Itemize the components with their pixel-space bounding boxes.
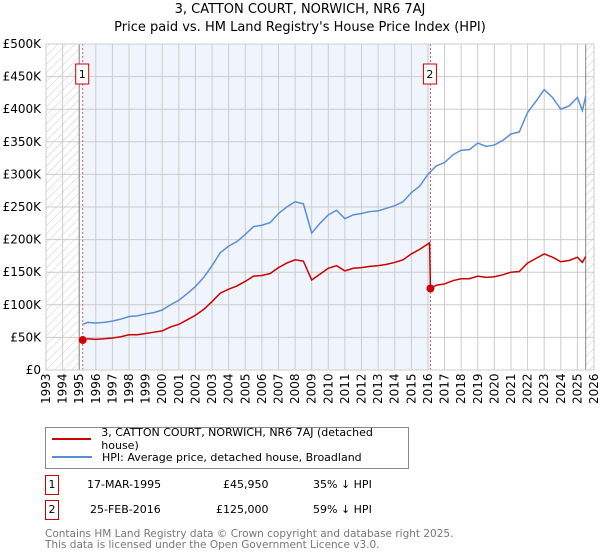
x-tick-label: 1994 xyxy=(56,373,70,404)
series-line xyxy=(82,241,587,341)
x-tick-label: 2026 xyxy=(587,373,600,404)
x-tick-label: 2011 xyxy=(338,373,352,404)
transaction-price: £45,950 xyxy=(223,478,269,491)
sale-marker-badge xyxy=(422,63,437,85)
x-tick-label: 2020 xyxy=(487,373,501,404)
transaction-date: 25-FEB-2016 xyxy=(90,503,161,516)
x-tick-label: 2022 xyxy=(521,373,535,404)
x-tick-label: 2015 xyxy=(404,373,418,404)
x-tick-label: 1993 xyxy=(39,373,53,404)
x-tick-label: 1997 xyxy=(105,373,119,404)
sale-point xyxy=(78,336,87,345)
y-tick-label: £150K xyxy=(3,265,43,279)
plot-border xyxy=(45,43,595,371)
x-tick-label: 2000 xyxy=(155,373,169,404)
legend-red-swatch xyxy=(52,438,92,440)
transaction-hpi: 59% ↓ HPI xyxy=(313,503,372,516)
x-tick-label: 1998 xyxy=(122,373,136,404)
sale-marker-label: 1 xyxy=(79,68,86,81)
chart-title: 3, CATTON COURT, NORWICH, NR6 7AJ xyxy=(174,2,426,17)
y-tick-label: £300K xyxy=(3,167,43,181)
x-tick-label: 2010 xyxy=(321,373,335,404)
x-tick-label: 2013 xyxy=(371,373,385,404)
footer: Contains HM Land Registry data © Crown c… xyxy=(45,529,453,551)
transaction-row: 2 25-FEB-2016 £125,000 59% ↓ HPI xyxy=(45,500,445,520)
sale-marker-label: 2 xyxy=(426,68,433,81)
x-tick-label: 2007 xyxy=(271,373,285,404)
x-tick-label: 2005 xyxy=(238,373,252,404)
x-tick-label: 1996 xyxy=(89,373,103,404)
sale-point xyxy=(426,284,435,293)
x-tick-label: 2021 xyxy=(504,373,518,404)
x-tick-label: 1999 xyxy=(139,373,153,404)
footer-line-2: This data is licensed under the Open Gov… xyxy=(45,539,380,551)
y-tick-label: £100K xyxy=(3,298,43,312)
x-tick-label: 2019 xyxy=(471,373,485,404)
x-tick-label: 2006 xyxy=(255,373,269,404)
chart-subtitle: Price paid vs. HM Land Registry's House … xyxy=(114,20,486,35)
transaction-badge: 2 xyxy=(45,500,59,520)
y-tick-label: £400K xyxy=(3,102,43,116)
x-tick-label: 2002 xyxy=(188,373,202,404)
x-tick-label: 2017 xyxy=(438,373,452,404)
transaction-hpi: 35% ↓ HPI xyxy=(313,478,372,491)
footer-line-1: Contains HM Land Registry data © Crown c… xyxy=(45,528,454,540)
y-tick-label: £0 xyxy=(26,363,41,377)
transaction-price: £125,000 xyxy=(216,503,269,516)
x-tick-label: 2001 xyxy=(172,373,186,404)
series-line xyxy=(82,88,587,326)
x-tick-label: 2016 xyxy=(421,373,435,404)
legend-blue-swatch xyxy=(52,456,92,458)
x-tick-label: 2009 xyxy=(305,373,319,404)
legend-red-label: 3, CATTON COURT, NORWICH, NR6 7AJ (detac… xyxy=(101,426,373,452)
x-tick-label: 2003 xyxy=(205,373,219,404)
transaction-badge: 1 xyxy=(45,475,59,495)
y-tick-label: £200K xyxy=(3,233,43,247)
sale-marker-badge xyxy=(75,63,90,85)
transaction-date: 17-MAR-1995 xyxy=(87,478,162,491)
chart-plot: 1993 1994 1995 1996 1997 1998 1999 2000 2001 2002… xyxy=(3,37,600,404)
x-tick-label: 2012 xyxy=(355,373,369,404)
transaction-row: 1 17-MAR-1995 £45,950 35% ↓ HPI xyxy=(45,475,445,495)
x-tick-label: 2025 xyxy=(570,373,584,404)
legend-blue-label: HPI: Average price, detached house, Broa… xyxy=(102,450,362,464)
y-tick-label: £250K xyxy=(3,200,43,214)
x-tick-label: 2018 xyxy=(454,373,468,404)
y-tick-label: £500K xyxy=(3,37,43,51)
x-tick-label: 2008 xyxy=(288,373,302,404)
y-tick-label: £50K xyxy=(10,330,42,344)
x-tick-label: 2014 xyxy=(388,373,402,404)
x-tick-label: 2024 xyxy=(554,373,568,404)
x-tick-label: 2023 xyxy=(537,373,551,404)
y-tick-label: £350K xyxy=(3,135,43,149)
x-tick-label: 1995 xyxy=(72,373,86,404)
legend: 3, CATTON COURT, NORWICH, NR6 7AJ (detac… xyxy=(45,426,409,469)
y-tick-label: £450K xyxy=(3,70,43,84)
x-tick-label: 2004 xyxy=(222,373,236,404)
